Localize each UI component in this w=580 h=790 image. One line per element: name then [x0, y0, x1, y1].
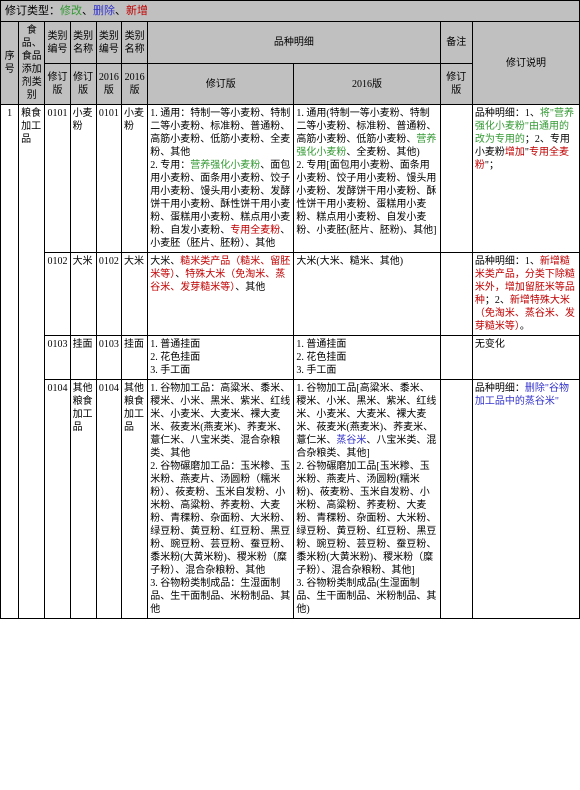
sub-rev4: 修订版 — [440, 63, 472, 105]
detail-2016-cell: 1. 谷物加工品[高粱米、黍米、稷米、小米、黑米、紫米、红线米、小麦米、大麦米、… — [294, 380, 440, 619]
table-row: 0103 挂面 0103 挂面 1. 普通挂面 2. 花色挂面 3. 手工面 1… — [1, 336, 580, 380]
sub-rev2: 修订版 — [70, 63, 96, 105]
name2-cell: 其他粮食加工品 — [121, 380, 147, 619]
detail-rev-cell: 1. 普通挂面 2. 花色挂面 3. 手工面 — [148, 336, 294, 380]
note-cell: 无变化 — [472, 336, 579, 380]
sub-rev3: 修订版 — [148, 63, 294, 105]
hdr-code: 类别编号 — [45, 22, 70, 64]
detail-2016-cell: 大米(大米、糙米、其他) — [294, 253, 440, 336]
note-cell: 品种明细：删除"谷物加工品中的蒸谷米" — [472, 380, 579, 619]
name-cell: 挂面 — [70, 336, 96, 380]
table-row: 1 粮食加工品 0101 小麦粉 0101 小麦粉 1. 通用：特制一等小麦粉、… — [1, 105, 580, 253]
revision-table: 修订类型：修改、删除、新增 序号 食品、食品添加剂类别 类别编号 类别名称 类别… — [0, 0, 580, 619]
code-cell: 0104 — [45, 380, 70, 619]
type-add: 新增 — [126, 5, 148, 17]
name2-cell: 挂面 — [121, 336, 147, 380]
sub-2016a: 2016版 — [96, 63, 121, 105]
code2-cell: 0104 — [96, 380, 121, 619]
note-cell: 品种明细：1、新增糙米类产品，分类下除糙米外，增加留胚米等品种；2、新增特殊大米… — [472, 253, 579, 336]
remark-cell — [440, 336, 472, 380]
title-cell: 修订类型：修改、删除、新增 — [1, 1, 580, 22]
hdr-remark: 备注 — [440, 22, 472, 64]
detail-rev-cell: 1. 谷物加工品：高粱米、黍米、稷米、小米、黑米、紫米、红线米、小麦米、大麦米、… — [148, 380, 294, 619]
detail-rev-cell: 1. 通用：特制一等小麦粉、特制二等小麦粉、标准粉、普通粉、高筋小麦粉、低筋小麦… — [148, 105, 294, 253]
name-cell: 其他粮食加工品 — [70, 380, 96, 619]
table-row: 0102 大米 0102 大米 大米、糙米类产品（糙米、留胚米等）、特殊大米（免… — [1, 253, 580, 336]
name-cell: 大米 — [70, 253, 96, 336]
detail-2016-cell: 1. 普通挂面 2. 花色挂面 3. 手工面 — [294, 336, 440, 380]
note-cell: 品种明细：1、将"营养强化小麦粉"由通用的改为专用的；2、专用小麦粉增加"专用全… — [472, 105, 579, 253]
code2-cell: 0102 — [96, 253, 121, 336]
remark-cell — [440, 105, 472, 253]
sub-rev1: 修订版 — [45, 63, 70, 105]
code-cell: 0103 — [45, 336, 70, 380]
seq-cell: 1 — [1, 105, 19, 619]
hdr-cat: 食品、食品添加剂类别 — [19, 22, 45, 105]
type-delete: 删除 — [93, 5, 115, 17]
code-cell: 0101 — [45, 105, 70, 253]
detail-2016-cell: 1. 通用(特制一等小麦粉、特制二等小麦粉、标准粉、普通粉、高筋小麦粉、低筋小麦… — [294, 105, 440, 253]
code2-cell: 0101 — [96, 105, 121, 253]
hdr-code2: 类别编号 — [96, 22, 121, 64]
hdr-seq: 序号 — [1, 22, 19, 105]
hdr-name: 类别名称 — [70, 22, 96, 64]
code-cell: 0102 — [45, 253, 70, 336]
hdr-revnote: 修订说明 — [472, 22, 579, 105]
remark-cell — [440, 253, 472, 336]
table-row: 0104 其他粮食加工品 0104 其他粮食加工品 1. 谷物加工品：高粱米、黍… — [1, 380, 580, 619]
remark-cell — [440, 380, 472, 619]
detail-rev-cell: 大米、糙米类产品（糙米、留胚米等）、特殊大米（免淘米、蒸谷米、发芽糙米等）、其他 — [148, 253, 294, 336]
sub-2016b: 2016版 — [121, 63, 147, 105]
sub-2016c: 2016版 — [294, 63, 440, 105]
cat-cell: 粮食加工品 — [19, 105, 45, 619]
type-modify: 修改 — [60, 5, 82, 17]
hdr-name2: 类别名称 — [121, 22, 147, 64]
name-cell: 小麦粉 — [70, 105, 96, 253]
name2-cell: 大米 — [121, 253, 147, 336]
title-prefix: 修订类型： — [5, 5, 60, 17]
name2-cell: 小麦粉 — [121, 105, 147, 253]
hdr-variety: 品种明细 — [148, 22, 440, 64]
code2-cell: 0103 — [96, 336, 121, 380]
